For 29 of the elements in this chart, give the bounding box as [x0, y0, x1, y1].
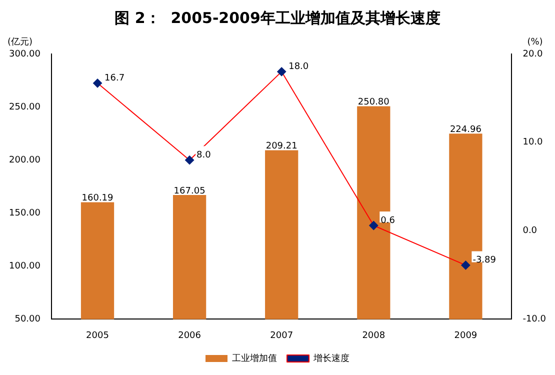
data-label: 209.21 [266, 142, 298, 152]
y-tick-label: 250.00 [8, 102, 41, 112]
x-tick-label: 2006 [178, 330, 202, 341]
data-label: 16.7 [104, 74, 125, 84]
y-tick-label: 300.00 [8, 49, 41, 60]
x-tick-label: 2009 [454, 330, 478, 341]
data-label: 8.0 [196, 150, 212, 160]
y-tick-label: 150.00 [8, 208, 41, 218]
y2-tick-label: 10.0 [522, 138, 544, 148]
x-tick-label: 2007 [270, 330, 294, 341]
legend-label: 增长速度 [312, 352, 350, 364]
y-tick-label: 50.00 [14, 314, 41, 325]
x-tick-label: 2008 [362, 330, 386, 341]
y-tick-label: 100.00 [8, 262, 41, 272]
x-tick-label: 2005 [86, 330, 109, 341]
data-label: 224.96 [450, 124, 482, 135]
data-label: -3.89 [472, 256, 496, 266]
y2-tick-label: 0.0 [522, 226, 538, 236]
y-axis-title: (亿元) [7, 36, 33, 48]
y2-tick-label: 20.0 [522, 49, 544, 60]
y2-axis-title: (%) [527, 37, 543, 48]
legend-label: 工业增加值 [232, 352, 277, 364]
data-label: 18.0 [288, 62, 309, 72]
y2-tick-label: -10.0 [522, 314, 546, 325]
data-label: 167.05 [174, 186, 206, 196]
y-tick-label: 200.00 [8, 155, 41, 166]
data-label: 160.19 [82, 194, 114, 204]
chart-title: 图 2： 2005-2009年工业增加值及其增长速度 [114, 8, 440, 27]
data-label: 250.80 [358, 98, 390, 108]
